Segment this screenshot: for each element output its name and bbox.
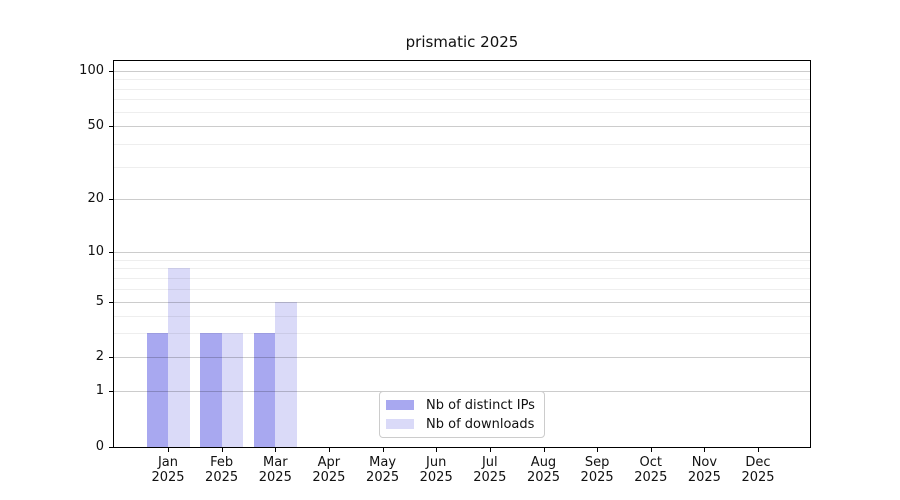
x-tick-year: 2025 <box>580 470 614 485</box>
x-tick-label: Jan 2025 <box>136 455 200 485</box>
y-tick-label: 1 <box>95 383 104 398</box>
legend-item: Nb of downloads <box>386 415 544 434</box>
y-tick-mark <box>109 357 113 359</box>
minor-gridline <box>114 268 810 270</box>
x-tick-year: 2025 <box>151 470 185 485</box>
y-tick-mark <box>109 126 113 127</box>
chart-title: prismatic 2025 <box>405 33 519 51</box>
y-tick-label: 0 <box>95 439 104 454</box>
x-tick-mark <box>543 448 545 452</box>
minor-gridline <box>114 111 810 113</box>
x-tick-year: 2025 <box>526 470 561 485</box>
y-tick-mark <box>109 252 113 253</box>
y-tick-label: 50 <box>87 118 104 133</box>
minor-gridline <box>114 277 810 279</box>
x-tick-month: Mar <box>263 455 288 470</box>
y-tick-label: 100 <box>79 63 104 78</box>
y-tick-label: 10 <box>87 244 104 259</box>
x-tick-year: 2025 <box>312 470 346 485</box>
x-tick-mark <box>597 448 599 452</box>
x-tick-month: Oct <box>639 455 663 470</box>
major-gridline <box>114 199 810 200</box>
legend: Nb of distinct IPs Nb of downloads <box>379 391 545 438</box>
y-tick-mark <box>109 199 113 200</box>
minor-gridline <box>114 143 810 145</box>
minor-gridline <box>114 166 810 168</box>
x-tick-mark <box>275 448 277 452</box>
x-tick-month: Dec <box>745 455 771 470</box>
x-tick-month: Sep <box>584 455 610 470</box>
major-gridline <box>114 71 810 72</box>
x-tick-mark <box>328 448 330 452</box>
x-tick-year: 2025 <box>634 470 668 485</box>
x-tick-month: Jan <box>157 455 179 470</box>
legend-label: Nb of distinct IPs <box>426 397 535 413</box>
plot-area: prismatic 2025 0 1 2 5 10 20 50 100 Jan 2025 Feb 2… <box>79 33 811 485</box>
major-gridline <box>114 252 810 253</box>
x-tick-year: 2025 <box>205 470 239 485</box>
x-tick-label: Oct 2025 <box>619 455 683 485</box>
x-tick-year: 2025 <box>366 470 400 485</box>
x-tick-month: May <box>369 455 397 470</box>
y-tick-label: 5 <box>95 294 104 309</box>
x-tick-label: Nov 2025 <box>672 455 736 485</box>
bar-downloads <box>168 268 190 447</box>
x-tick-month: Feb <box>210 455 234 470</box>
x-tick-label: Apr 2025 <box>297 455 361 485</box>
x-tick-month: Apr <box>317 455 341 470</box>
x-tick-year: 2025 <box>419 470 453 485</box>
minor-gridline <box>114 99 810 101</box>
legend-item: Nb of distinct IPs <box>386 396 544 415</box>
minor-gridline <box>114 79 810 81</box>
x-tick-year: 2025 <box>258 470 292 485</box>
x-tick-mark <box>489 448 491 452</box>
x-tick-label: Jun 2025 <box>404 455 468 485</box>
x-tick-mark <box>758 448 759 452</box>
x-tick-year: 2025 <box>473 470 507 485</box>
legend-swatch <box>386 419 414 429</box>
x-tick-label: Sep 2025 <box>565 455 629 485</box>
x-tick-month: Jul <box>481 455 498 470</box>
bar-downloads <box>221 332 244 447</box>
x-tick-label: Feb 2025 <box>190 455 254 485</box>
x-tick-label: Mar 2025 <box>243 455 307 485</box>
x-tick-label: Jul 2025 <box>458 455 522 485</box>
minor-gridline <box>114 288 810 290</box>
x-tick-label: May 2025 <box>351 455 415 485</box>
x-tick-year: 2025 <box>687 470 721 485</box>
x-tick-label: Aug 2025 <box>512 455 576 485</box>
y-tick-label: 20 <box>87 191 104 206</box>
x-tick-mark <box>168 448 169 452</box>
x-tick-mark <box>221 448 223 452</box>
major-gridline <box>114 302 810 303</box>
y-tick-mark <box>109 391 113 392</box>
y-tick-label: 2 <box>95 349 104 365</box>
x-tick-mark <box>650 448 652 452</box>
bar-distinct-ips <box>146 332 168 447</box>
minor-gridline <box>114 88 810 90</box>
x-tick-month: Nov <box>691 455 718 470</box>
bar-distinct-ips <box>200 332 222 447</box>
x-tick-month: Aug <box>530 455 557 470</box>
legend-label: Nb of downloads <box>426 416 535 432</box>
legend-swatch <box>386 400 414 410</box>
x-tick-mark <box>382 448 384 452</box>
minor-gridline <box>114 315 810 317</box>
major-gridline <box>114 126 810 127</box>
minor-gridline <box>114 259 810 261</box>
x-tick-label: Dec 2025 <box>726 455 790 485</box>
x-tick-month: Jun <box>426 455 447 470</box>
x-tick-mark <box>704 448 706 452</box>
y-tick-mark <box>109 447 113 448</box>
x-tick-mark <box>436 448 438 452</box>
y-tick-mark <box>109 71 113 72</box>
bar-distinct-ips <box>253 332 276 447</box>
x-tick-year: 2025 <box>741 470 775 485</box>
bar-downloads <box>275 302 297 447</box>
y-tick-mark <box>109 302 113 303</box>
